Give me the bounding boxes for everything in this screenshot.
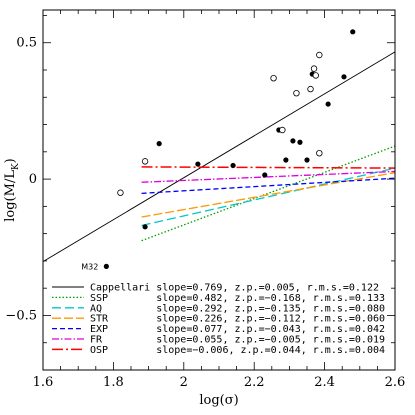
y-axis-label-main: log(M/L — [3, 170, 18, 222]
open-point — [312, 72, 319, 79]
data-points-layer — [103, 29, 356, 269]
filled-point — [262, 172, 268, 178]
legend-label-exp: EXP slope=0.077, z.p.=−0.043, r.m.s.=0.0… — [90, 324, 385, 335]
x-axis-label: log(σ) — [199, 393, 238, 408]
fit-line-aq — [141, 167, 395, 227]
filled-point — [103, 263, 109, 269]
open-point — [293, 89, 300, 97]
fit-lines-layer — [43, 51, 395, 263]
x-tick-label: 2.2 — [244, 375, 265, 390]
fit-line-exp — [141, 177, 395, 194]
x-tick-label: 2.6 — [385, 375, 406, 390]
fit-line-cappellari — [43, 51, 395, 263]
open-point — [270, 74, 277, 82]
legend-label-str: STR slope=0.226, z.p.=−0.112, r.m.s.=0.0… — [90, 314, 385, 325]
axes-frame-layer — [42, 9, 396, 371]
open-point — [307, 85, 314, 93]
fit-line-osp — [141, 166, 395, 169]
y-tick-label: −0.5 — [5, 308, 37, 323]
open-point — [316, 51, 323, 59]
filled-point — [297, 139, 303, 145]
x-tick-label: 1.6 — [33, 375, 54, 390]
filled-point — [341, 74, 347, 80]
open-point — [310, 65, 318, 72]
filled-point — [195, 161, 201, 167]
y-tick-label: 0 — [29, 172, 37, 187]
filled-point — [290, 138, 296, 144]
y-tick-label: 0.5 — [16, 36, 37, 51]
filled-point — [283, 157, 289, 163]
legend-label-cappellari: Cappellari slope=0.769, z.p.=0.005, r.m.… — [90, 283, 379, 294]
legend-label-aq: AQ slope=0.292, z.p.=−0.135, r.m.s.=0.08… — [90, 303, 385, 314]
x-tick-label: 2.4 — [314, 375, 335, 390]
legend: Cappellari slope=0.769, z.p.=0.005, r.m.… — [52, 283, 385, 356]
legend-label-fr: FR slope=0.055, z.p.=−0.005, r.m.s.=0.01… — [90, 335, 385, 346]
filled-point — [142, 224, 148, 230]
y-axis-label-subscript: K — [11, 163, 21, 170]
filled-point — [156, 141, 162, 147]
open-point — [316, 149, 323, 157]
text-layer: 1.6 1.8 2 2.2 2.4 2.6 −0.5 0 0.5 log(σ) log(M/LK) M… — [3, 36, 405, 408]
y-axis-label-close: ) — [3, 158, 18, 163]
y-axis-label: log(M/LK) — [3, 158, 21, 222]
fit-line-str — [141, 172, 395, 218]
x-tick-label: 1.8 — [103, 375, 124, 390]
filled-point — [230, 162, 236, 169]
legend-label-osp: OSP slope=−0.006, z.p.=0.044, r.m.s.=0.0… — [90, 345, 385, 356]
filled-point — [350, 29, 356, 35]
annotation-m32: M32 — [81, 262, 98, 271]
legend-label-ssp: SSP slope=0.482, z.p.=−0.168, r.m.s.=0.1… — [90, 293, 385, 304]
open-point — [141, 158, 149, 165]
filled-point — [304, 157, 310, 163]
fit-line-ssp — [141, 145, 395, 242]
filled-point — [325, 101, 331, 107]
open-point — [117, 189, 124, 196]
fit-line-fr — [141, 170, 395, 183]
x-tick-label: 2 — [180, 375, 188, 390]
open-point — [279, 126, 286, 134]
